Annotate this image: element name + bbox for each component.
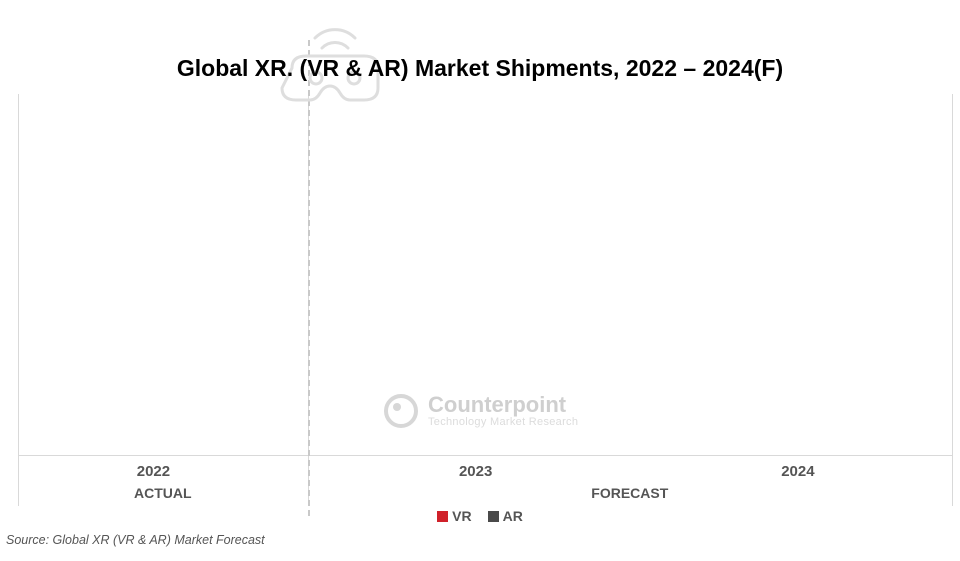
- source-note: Source: Global XR (VR & AR) Market Forec…: [6, 533, 265, 547]
- legend-swatch: [488, 511, 499, 522]
- period-label: ACTUAL: [134, 485, 192, 501]
- legend-swatch: [437, 511, 448, 522]
- legend-item-ar: AR: [488, 508, 523, 524]
- x-axis-label: 2023: [459, 463, 492, 480]
- x-axis-label: 2022: [137, 463, 170, 480]
- legend-label: VR: [452, 508, 471, 524]
- x-axis-label: 2024: [781, 463, 814, 480]
- legend-label: AR: [503, 508, 523, 524]
- period-border: [952, 94, 953, 506]
- period-border: [18, 94, 19, 506]
- plot-area: ACTUALFORECAST202220232024: [18, 100, 952, 456]
- chart-title: Global XR. (VR & AR) Market Shipments, 2…: [0, 55, 960, 82]
- period-divider: [308, 40, 310, 516]
- legend-item-vr: VR: [437, 508, 471, 524]
- x-axis-baseline: [18, 455, 952, 456]
- legend: VR AR: [0, 508, 960, 524]
- chart-container: Global XR. (VR & AR) Market Shipments, 2…: [0, 0, 960, 561]
- period-label: FORECAST: [591, 485, 668, 501]
